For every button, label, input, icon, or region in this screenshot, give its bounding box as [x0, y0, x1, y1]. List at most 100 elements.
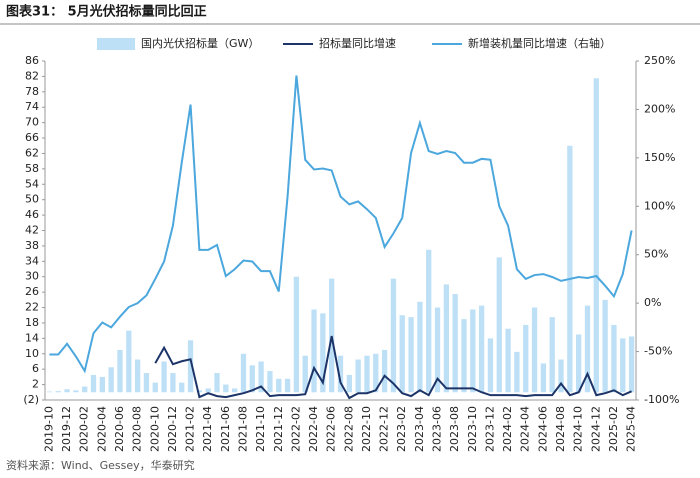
y2-tick-label: 50% [644, 248, 668, 261]
bar [364, 355, 370, 393]
legend-label: 新增装机量同比增速（右轴） [468, 36, 611, 50]
y-tick-label: 82 [25, 69, 39, 82]
bar [55, 391, 61, 393]
bar [126, 330, 132, 393]
bar [426, 249, 432, 393]
y-tick-label: 6 [32, 362, 39, 375]
bar [514, 351, 520, 393]
bar [276, 378, 282, 393]
bar [611, 324, 617, 393]
x-tick-label: 2022-08 [342, 406, 355, 452]
y2-tick-label: 150% [644, 151, 675, 164]
bar [434, 307, 441, 393]
bar [152, 382, 158, 393]
y2-tick-label: -50% [644, 345, 672, 358]
bar [452, 294, 458, 393]
bar [558, 359, 564, 393]
x-tick-label: 2021-08 [236, 406, 249, 452]
bar [540, 363, 547, 393]
bar [355, 359, 361, 393]
bar [337, 355, 344, 393]
x-tick-label: 2022-06 [325, 406, 338, 452]
x-tick-label: 2020-12 [166, 406, 179, 452]
y-tick-label: 50 [25, 193, 39, 206]
x-tick-label: 2023-04 [413, 406, 426, 452]
bar [487, 338, 494, 393]
y-tick-label: 42 [25, 224, 39, 237]
bar [628, 336, 635, 393]
y-tick-label: 86 [25, 54, 39, 67]
bar [258, 361, 264, 393]
x-tick-label: 2022-12 [378, 406, 391, 452]
x-tick-label: 2024-04 [519, 406, 532, 452]
bar [373, 353, 379, 393]
bar [584, 305, 591, 393]
bar [134, 359, 141, 393]
y-tick-label: 58 [25, 162, 39, 175]
y-tick-label: 66 [25, 131, 39, 144]
bar [523, 324, 529, 393]
bar [311, 309, 317, 393]
x-tick-label: 2021-12 [272, 406, 285, 452]
x-tick-label: 2022-04 [307, 406, 320, 452]
y-tick-label: 34 [25, 254, 39, 267]
bar [99, 376, 105, 393]
y2-tick-label: 200% [644, 102, 675, 115]
y-tick-label: 22 [25, 301, 39, 314]
bar [461, 319, 467, 393]
bar [443, 284, 449, 393]
bar [179, 382, 185, 393]
x-tick-label: 2021-10 [254, 406, 267, 452]
bar [117, 349, 123, 393]
bar [73, 390, 79, 393]
chart-title: 图表31： 5月光伏招标量同比回正 [6, 4, 207, 20]
bar [478, 305, 485, 393]
bar [143, 373, 150, 393]
x-tick-label: 2025-02 [607, 406, 620, 452]
bar [505, 328, 511, 393]
x-tick-label: 2024-10 [572, 406, 585, 452]
bar [293, 276, 300, 393]
bar [46, 391, 53, 393]
bar [90, 374, 97, 393]
bar [249, 365, 255, 393]
x-tick-label: 2021-04 [201, 406, 214, 452]
y-tick-label: 38 [25, 239, 39, 252]
bar [214, 373, 220, 393]
bar [390, 278, 397, 393]
bar [223, 384, 229, 393]
bar [108, 367, 114, 393]
bar [602, 299, 608, 393]
x-tick-label: 2019-12 [60, 406, 73, 452]
x-tick-label: 2023-10 [466, 406, 479, 452]
bar [284, 378, 291, 393]
x-tick-label: 2024-06 [536, 406, 549, 452]
x-tick-label: 2022-10 [360, 406, 373, 452]
x-tick-label: 2023-08 [448, 406, 461, 452]
legend-swatch [97, 38, 135, 50]
legend-label: 招标量同比增速 [319, 36, 396, 50]
x-tick-label: 2025-04 [625, 406, 638, 452]
line [49, 75, 633, 374]
x-tick-label: 2024-12 [589, 406, 602, 452]
bar [408, 317, 414, 393]
x-tick-label: 2024-08 [554, 406, 567, 452]
x-tick-label: 2020-08 [131, 406, 144, 452]
bar [187, 340, 194, 393]
y2-tick-label: 250% [644, 54, 675, 67]
y2-tick-label: 100% [644, 199, 675, 212]
x-tick-label: 2021-02 [184, 406, 197, 452]
bar [240, 353, 247, 393]
bar [549, 317, 555, 393]
bar [346, 374, 352, 393]
y-tick-label: 14 [25, 331, 39, 344]
x-tick-label: 2024-02 [501, 406, 514, 452]
x-tick-label: 2020-02 [78, 406, 91, 452]
bar [232, 388, 238, 393]
y-tick-label: 70 [25, 116, 39, 129]
x-tick-label: 2020-04 [95, 406, 108, 452]
bar [531, 307, 538, 393]
y-tick-label: 18 [25, 316, 39, 329]
bar [196, 390, 203, 393]
